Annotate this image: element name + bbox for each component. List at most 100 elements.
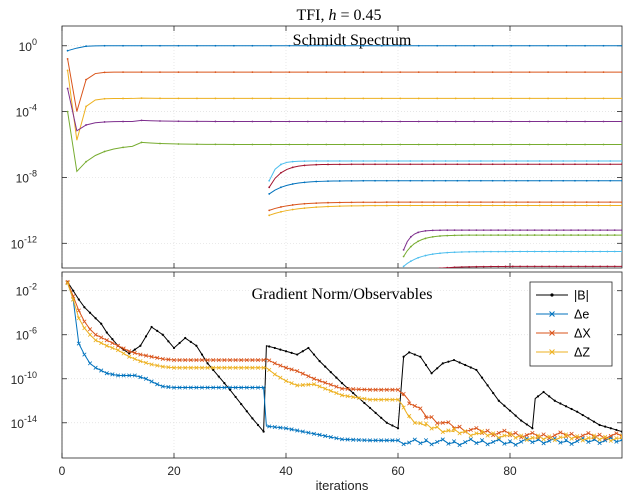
series-marker (502, 433, 507, 438)
spectrum-marker (548, 229, 551, 232)
spectrum-marker (251, 44, 254, 47)
spectrum-marker (177, 143, 180, 145)
spectrum-marker (432, 274, 434, 276)
series-marker (100, 322, 103, 325)
spectrum-marker (599, 229, 602, 232)
spectrum-marker (325, 97, 328, 100)
spectrum-marker (621, 250, 622, 253)
spectrum-marker (599, 250, 602, 253)
spectrum-marker (177, 44, 180, 47)
spectrum-marker (609, 160, 612, 162)
spectrum-marker (562, 201, 565, 204)
spectrum-marker (444, 204, 447, 207)
series-marker (195, 344, 198, 347)
spectrum-marker (380, 71, 383, 73)
series-marker (508, 409, 512, 412)
series-marker (373, 438, 378, 443)
spectrum-marker (409, 179, 412, 182)
series-marker (412, 420, 417, 425)
series-marker (328, 388, 333, 393)
spectrum-marker (444, 201, 447, 204)
series-marker (424, 363, 428, 367)
series-marker (104, 338, 109, 343)
spectrum-marker (338, 163, 341, 166)
spectrum-marker (533, 234, 536, 236)
spectrum-marker (606, 234, 609, 236)
spectrum-marker (303, 207, 306, 210)
spectrum-marker (417, 97, 420, 100)
spectrum-marker (497, 265, 500, 268)
spectrum-marker (526, 265, 529, 268)
spectrum-marker (621, 265, 622, 268)
series-marker (390, 397, 395, 402)
spectrum-marker (584, 234, 587, 236)
spectrum-marker (380, 44, 383, 47)
spectrum-marker (122, 146, 124, 149)
series-marker (569, 431, 574, 436)
y-tick-label: 10-6 (16, 326, 37, 343)
grid (61, 26, 622, 268)
series-marker (127, 373, 132, 378)
series-marker (205, 365, 210, 370)
series-marker (255, 385, 261, 390)
series-marker (401, 405, 406, 410)
series-marker (356, 387, 361, 392)
spectrum-marker (541, 265, 543, 268)
y-tick-label: 10-8 (16, 168, 37, 185)
series-marker (614, 436, 619, 441)
series-marker (563, 432, 569, 437)
series-marker (132, 356, 137, 362)
spectrum-marker (268, 186, 271, 189)
spectrum-marker (527, 179, 529, 182)
spectrum-marker (417, 143, 420, 146)
series-marker (160, 384, 165, 389)
series-marker (339, 386, 345, 391)
series-marker (177, 365, 182, 370)
spectrum-marker (439, 252, 441, 255)
series-marker (345, 437, 350, 442)
series-marker (558, 430, 563, 435)
series-marker (121, 346, 126, 351)
series-marker (255, 365, 261, 370)
spectrum-marker (538, 163, 541, 166)
spectrum-marker (327, 201, 329, 204)
spectrum-marker (621, 160, 622, 162)
spectrum-marker (597, 163, 600, 166)
series-marker (401, 391, 406, 397)
spectrum-marker (288, 71, 291, 73)
spectrum-marker (402, 255, 405, 258)
series-marker (457, 431, 462, 436)
series-marker (558, 440, 563, 445)
series-marker (188, 385, 193, 390)
spectrum-marker (338, 180, 341, 182)
spectrum-marker (436, 97, 439, 100)
spectrum-marker (475, 265, 478, 268)
spectrum-marker (85, 160, 87, 163)
spectrum-marker (122, 71, 124, 74)
series-marker (267, 367, 272, 373)
series-marker (311, 382, 317, 387)
series-marker (356, 437, 361, 443)
series-marker (408, 351, 411, 354)
spectrum-marker (504, 229, 507, 232)
spectrum-marker (547, 71, 549, 73)
series-marker (367, 397, 373, 402)
panel-title: Gradient Norm/Observables (252, 286, 433, 303)
spectrum-marker (503, 204, 506, 207)
spectrum-marker (618, 325, 620, 327)
series-marker (620, 430, 622, 433)
series-marker (144, 335, 148, 338)
spectrum-marker (140, 97, 143, 99)
series-marker (194, 365, 199, 370)
spectrum-marker (140, 141, 143, 144)
spectrum-marker (362, 179, 365, 182)
series-marker (485, 442, 490, 447)
series-marker (312, 353, 316, 356)
spectrum-markers (268, 201, 622, 212)
spectrum-marker (550, 163, 553, 166)
spectrum-marker (432, 160, 435, 162)
series-marker (150, 325, 153, 329)
spectrum-line (67, 88, 622, 132)
series-marker (99, 368, 104, 373)
series-marker (598, 423, 601, 427)
